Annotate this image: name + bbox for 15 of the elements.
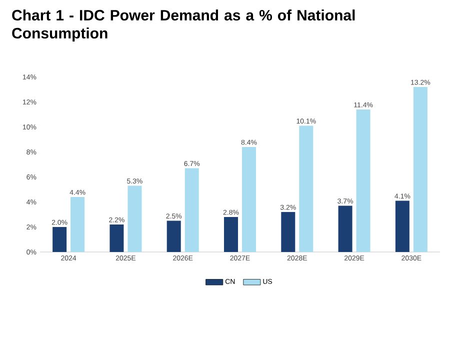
bar [166,220,181,252]
bar [184,168,199,252]
bar [224,217,238,252]
bar [70,197,85,252]
bar [299,126,314,252]
bar [110,224,124,252]
bar [356,110,370,252]
chart-title: Chart 1 - IDC Power Demand as a % of National Consumption [12,10,355,42]
bar [395,200,410,252]
bar [281,212,296,252]
bar [413,86,428,252]
bar [338,206,352,252]
bar [128,186,142,252]
bar [242,147,256,252]
bar [52,227,67,252]
